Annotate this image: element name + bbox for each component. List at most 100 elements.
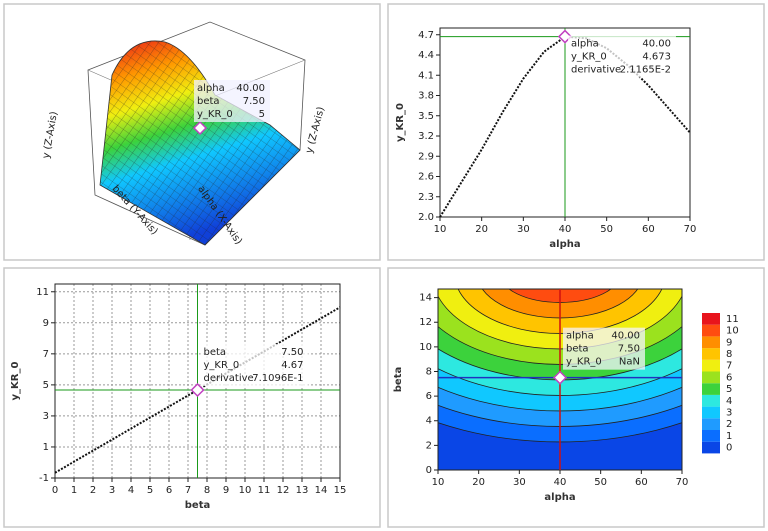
- crosshair-marker: [190, 382, 205, 398]
- tooltip-label: y_KR_0: [571, 52, 607, 63]
- y-tick-label: 8: [426, 366, 432, 377]
- y-tick-label: 4.1: [418, 70, 434, 81]
- tooltip-value: 7.50: [243, 96, 265, 107]
- colorbar-label: 1: [726, 431, 732, 442]
- y-tick-label: 2.9: [418, 151, 434, 162]
- colorbar-box: [702, 418, 720, 430]
- y-tick-label: 3.8: [418, 91, 434, 102]
- y-tick-label: 11: [36, 287, 49, 298]
- colorbar-box: [702, 348, 720, 360]
- y-tick-label: 3: [43, 411, 49, 422]
- colorbar-box: [702, 406, 720, 419]
- colorbar-label: 0: [726, 443, 732, 454]
- y-axis-label: y_KR_0: [10, 362, 21, 401]
- y-tick-label: 7: [43, 349, 49, 360]
- colorbar-box: [702, 313, 720, 325]
- y-tick-label: 2: [426, 440, 432, 451]
- y-tick-label: 4.7: [418, 30, 434, 41]
- x-tick-label: 4: [128, 485, 134, 496]
- y-axis-label: y_KR_0: [395, 103, 406, 142]
- surface-plot: [87, 21, 306, 246]
- x-tick-label: 1: [71, 485, 77, 496]
- x-tick-label: 8: [204, 485, 210, 496]
- colorbar-label: 3: [726, 407, 732, 418]
- tooltip-value: 2.1165E-2: [620, 65, 671, 76]
- x-tick-label: 40: [554, 477, 567, 488]
- colorbar-box: [702, 371, 720, 384]
- colorbar-label: 8: [726, 349, 732, 360]
- x-tick-label: 14: [315, 485, 328, 496]
- y-tick-label: 12: [419, 317, 432, 328]
- y-tick-label: 4: [426, 416, 432, 427]
- x-tick-label: 5: [147, 485, 153, 496]
- x-tick-label: 10: [432, 477, 445, 488]
- colorbar-box: [702, 359, 720, 372]
- tooltip-value: 40.00: [642, 39, 671, 50]
- y-tick-label: 3.5: [418, 111, 434, 122]
- tooltip-label: alpha: [197, 83, 225, 94]
- colorbar-label: 9: [726, 337, 732, 348]
- x-tick-label: 70: [684, 224, 697, 235]
- y-tick-label: 3.2: [418, 131, 434, 142]
- y-axis-label: beta: [393, 367, 404, 392]
- colorbar-box: [702, 430, 720, 442]
- tooltip-label: alpha: [571, 39, 599, 50]
- colorbar-label: 10: [726, 326, 739, 337]
- x-tick-label: 60: [642, 224, 655, 235]
- tooltip-value: NaN: [619, 357, 640, 368]
- x-tick-label: 9: [223, 485, 229, 496]
- tooltip-value: 7.50: [281, 347, 303, 358]
- x-axis-label: alpha: [544, 492, 575, 503]
- x-tick-label: 13: [296, 485, 309, 496]
- y-tick-label: -1: [39, 473, 49, 484]
- x-tick-label: 10: [239, 485, 252, 496]
- tooltip-value: 7.1096E-1: [252, 373, 303, 384]
- tooltip-bg: [200, 344, 309, 387]
- y-tick-label: 0: [426, 465, 432, 476]
- x-tick-label: 2: [90, 485, 96, 496]
- tooltip-value: 40.00: [236, 83, 265, 94]
- colorbar-label: 5: [726, 384, 732, 395]
- x-tick-label: 11: [258, 485, 271, 496]
- tooltip-label: y_KR_0: [197, 109, 233, 120]
- colorbar-box: [702, 383, 720, 395]
- tooltip-bg: [563, 327, 645, 370]
- tooltip-label: beta: [566, 344, 589, 355]
- marker: [192, 120, 208, 136]
- tooltip-value: 40.00: [611, 331, 640, 342]
- x-tick-label: 50: [600, 224, 613, 235]
- tooltip-label: derivative: [204, 373, 254, 384]
- x-tick-label: 20: [472, 477, 485, 488]
- y-tick-label: 2.0: [418, 212, 434, 223]
- x-tick-label: 7: [185, 485, 191, 496]
- tooltip-value: 4.67: [281, 360, 303, 371]
- x-tick-label: 3: [109, 485, 115, 496]
- x-tick-label: 10: [434, 224, 447, 235]
- x-tick-label: 50: [594, 477, 607, 488]
- colorbar-box: [702, 394, 720, 407]
- tooltip-label: beta: [197, 96, 220, 107]
- y-tick-label: 6: [426, 391, 432, 402]
- y-tick-label: 4.4: [418, 50, 434, 61]
- tooltip-value: 7.50: [618, 344, 640, 355]
- y-tick-label: 14: [419, 293, 432, 304]
- colorbar-label: 2: [726, 419, 732, 430]
- y-tick-label: 10: [419, 342, 432, 353]
- x-axis-label: beta: [185, 500, 210, 511]
- y-tick-label: 2.6: [418, 172, 434, 183]
- colorbar-label: 4: [726, 396, 732, 407]
- y-tick-label: 2.3: [418, 192, 434, 203]
- tooltip-value: 5: [259, 109, 265, 120]
- y-tick-label: 9: [43, 318, 49, 329]
- tooltip-label: derivative: [571, 65, 621, 76]
- x-tick-label: 6: [166, 485, 172, 496]
- colorbar-box: [702, 324, 720, 337]
- x-tick-label: 15: [334, 485, 347, 496]
- x-tick-label: 20: [475, 224, 488, 235]
- colorbar-label: 11: [726, 314, 739, 325]
- x-axis-label: alpha: [549, 239, 580, 250]
- x-tick-label: 30: [517, 224, 530, 235]
- tooltip-bg: [568, 35, 676, 78]
- tooltip-bg: [194, 80, 270, 122]
- x-tick-label: 12: [277, 485, 290, 496]
